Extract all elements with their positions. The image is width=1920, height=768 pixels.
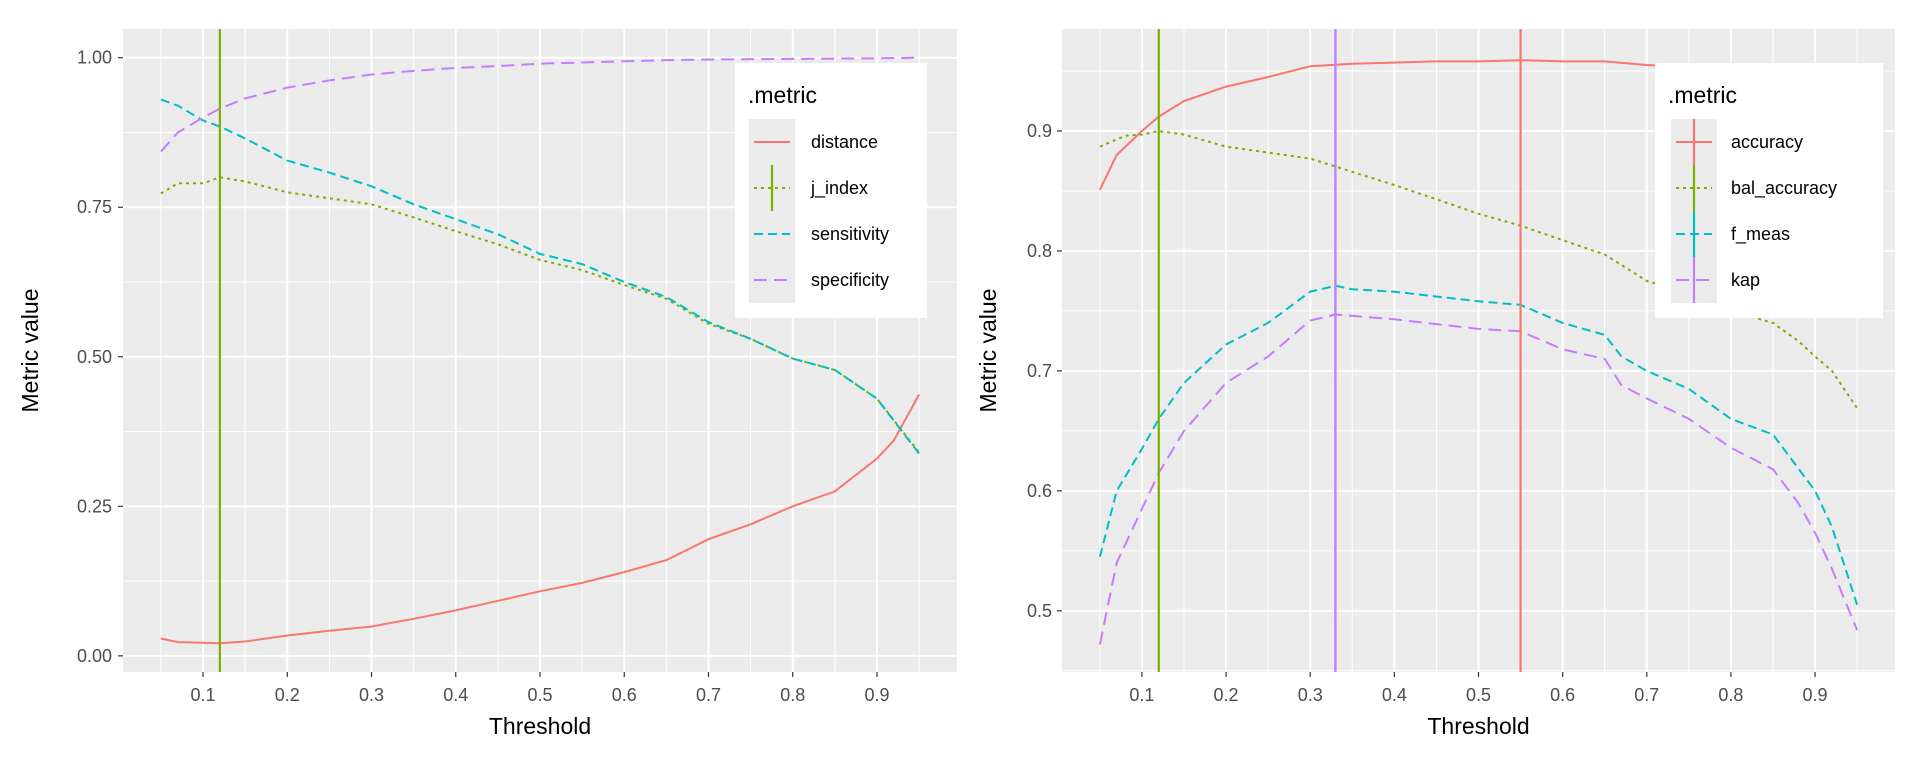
y-tick-label: 0.6 bbox=[1027, 481, 1052, 501]
x-tick-label: 0.5 bbox=[1466, 685, 1491, 705]
legend-title: .metric bbox=[1668, 82, 1737, 108]
y-tick-label: 0.7 bbox=[1027, 361, 1052, 381]
legend: .metric distance j_index sensitivity specifi… bbox=[735, 63, 927, 318]
x-tick-label: 0.4 bbox=[1382, 685, 1407, 705]
panel-2: 0.1 0.2 0.3 0.4 0.5 0.6 0.7 0.8 0.9 0.5 0.6 0.7 0.8 0… bbox=[975, 29, 1895, 739]
x-tick-label: 0.6 bbox=[1550, 685, 1575, 705]
series-line-distance bbox=[160, 394, 920, 645]
x-tick-label: 0.1 bbox=[191, 685, 216, 705]
x-tick-label: 0.8 bbox=[780, 685, 805, 705]
x-tick-label: 0.2 bbox=[1214, 685, 1239, 705]
y-axis-title: Metric value bbox=[17, 289, 43, 413]
series-line-sensitivity bbox=[160, 98, 920, 455]
x-tick-label: 0.7 bbox=[1634, 685, 1659, 705]
y-tick-label: 0.9 bbox=[1027, 121, 1052, 141]
x-tick-label: 0.9 bbox=[1803, 685, 1828, 705]
legend-label-f_meas: f_meas bbox=[1731, 224, 1790, 245]
series-line-j_index bbox=[160, 176, 920, 454]
series-line-f_meas bbox=[1098, 284, 1859, 606]
y-tick-label: 1.00 bbox=[77, 48, 112, 68]
legend-label-bal_accuracy: bal_accuracy bbox=[1731, 178, 1837, 199]
x-tick-label: 0.8 bbox=[1718, 685, 1743, 705]
panel-1: 0.1 0.2 0.3 0.4 0.5 0.6 0.7 0.8 0.9 0.00 0.25 0.50 0… bbox=[17, 29, 957, 739]
legend-label-j_index: j_index bbox=[810, 178, 868, 199]
x-tick-label: 0.9 bbox=[864, 685, 889, 705]
y-axis-title: Metric value bbox=[975, 289, 1001, 413]
x-tick-label: 0.1 bbox=[1129, 685, 1154, 705]
series-line-specificity bbox=[160, 56, 920, 153]
x-tick-label: 0.2 bbox=[275, 685, 300, 705]
legend-label-accuracy: accuracy bbox=[1731, 132, 1803, 152]
x-tick-label: 0.3 bbox=[359, 685, 384, 705]
legend-label-distance: distance bbox=[811, 132, 878, 152]
x-tick-label: 0.3 bbox=[1298, 685, 1323, 705]
y-tick-label: 0.5 bbox=[1027, 601, 1052, 621]
x-axis-title: Threshold bbox=[1427, 713, 1529, 739]
legend-label-kap: kap bbox=[1731, 270, 1760, 290]
y-tick-label: 0.25 bbox=[77, 496, 112, 516]
y-tick-label: 0.00 bbox=[77, 646, 112, 666]
x-tick-label: 0.5 bbox=[527, 685, 552, 705]
series-line-kap bbox=[1098, 313, 1859, 645]
series-line-bal_accuracy bbox=[1099, 129, 1858, 409]
legend-title: .metric bbox=[748, 82, 817, 108]
x-tick-label: 0.4 bbox=[443, 685, 468, 705]
x-tick-label: 0.7 bbox=[696, 685, 721, 705]
x-axis-title: Threshold bbox=[489, 713, 591, 739]
x-tick-label: 0.6 bbox=[612, 685, 637, 705]
y-tick-label: 0.50 bbox=[77, 347, 112, 367]
legend-label-specificity: specificity bbox=[811, 270, 889, 290]
y-tick-label: 0.75 bbox=[77, 197, 112, 217]
legend-label-sensitivity: sensitivity bbox=[811, 224, 889, 244]
y-tick-label: 0.8 bbox=[1027, 241, 1052, 261]
